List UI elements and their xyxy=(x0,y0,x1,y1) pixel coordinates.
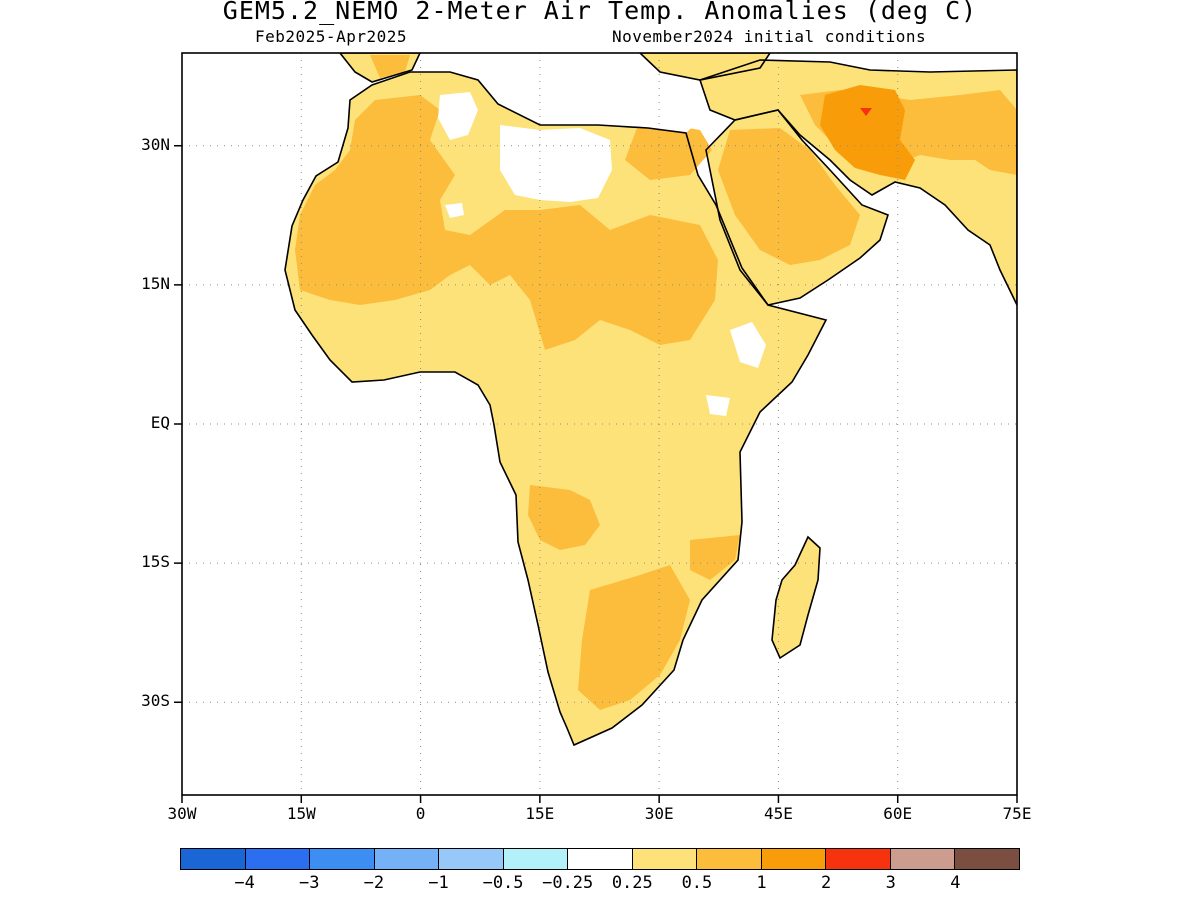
colorbar-segment xyxy=(181,849,246,869)
lon-label: 75E xyxy=(1002,804,1032,823)
colorbar-segment xyxy=(568,849,633,869)
europe-landmass xyxy=(340,53,770,82)
lat-label: 15N xyxy=(141,273,170,293)
map-plot-area xyxy=(182,53,1017,795)
colorbar-segment xyxy=(374,849,440,869)
colorbar-segment xyxy=(697,849,762,869)
asia-outline xyxy=(698,59,1017,306)
colorbar-segment xyxy=(632,849,698,869)
colorbar-label: 0.25 xyxy=(611,873,653,893)
colorbar-segment xyxy=(826,849,891,869)
near-zero-anomaly-regions xyxy=(420,53,766,416)
colorbar-segment xyxy=(439,849,504,869)
colorbar-label: 0.5 xyxy=(681,873,713,893)
lat-label: 30N xyxy=(141,134,170,154)
lon-label: 60E xyxy=(883,804,913,823)
madagascar-outline xyxy=(771,535,821,660)
axis-ticks xyxy=(174,145,1018,803)
anomaly-1-2-regions xyxy=(295,55,1017,710)
map-gridlines xyxy=(182,53,1017,795)
colorbar-segment xyxy=(955,849,1019,869)
forecast-period: Feb2025-Apr2025 xyxy=(255,27,407,46)
lon-label: 0 xyxy=(415,804,426,823)
lon-label: 30E xyxy=(644,804,674,823)
lon-label: 45E xyxy=(763,804,793,823)
colorbar-segment xyxy=(310,849,375,869)
colorbar-segment xyxy=(503,849,569,869)
anomaly-2-3-region xyxy=(820,85,915,180)
europe-outline xyxy=(338,53,771,83)
lat-label: 30S xyxy=(141,691,170,711)
coastline-outlines xyxy=(284,53,1017,747)
colorbar-segment xyxy=(245,849,311,869)
lon-label: 15W xyxy=(286,804,316,823)
colorbar-label: 3 xyxy=(885,873,896,893)
colorbar xyxy=(180,848,1020,870)
colorbar-label: 2 xyxy=(821,873,832,893)
lat-label: EQ xyxy=(150,413,170,432)
colorbar-segment xyxy=(761,849,827,869)
lat-label: 15S xyxy=(141,552,170,572)
colorbar-label: −0.5 xyxy=(482,873,524,893)
colorbar-label: −1 xyxy=(428,873,449,893)
map-title: GEM5.2_NEMO 2-Meter Air Temp. Anomalies … xyxy=(222,0,978,25)
africa-outline xyxy=(284,71,828,747)
colorbar-label: −0.25 xyxy=(542,873,594,893)
colorbar-label: −3 xyxy=(298,873,320,893)
colorbar-segment xyxy=(890,849,956,869)
colorbar-label: −2 xyxy=(363,873,385,893)
madagascar-landmass xyxy=(772,537,820,658)
lon-label: 15E xyxy=(525,804,555,823)
initial-conditions: November2024 initial conditions xyxy=(612,27,927,46)
colorbar-label: −4 xyxy=(234,873,255,893)
colorbar-label: 1 xyxy=(756,873,767,893)
anomaly-3-4-spot xyxy=(860,108,872,116)
colorbar-label: 4 xyxy=(950,873,961,893)
lon-label: 30W xyxy=(167,804,197,823)
